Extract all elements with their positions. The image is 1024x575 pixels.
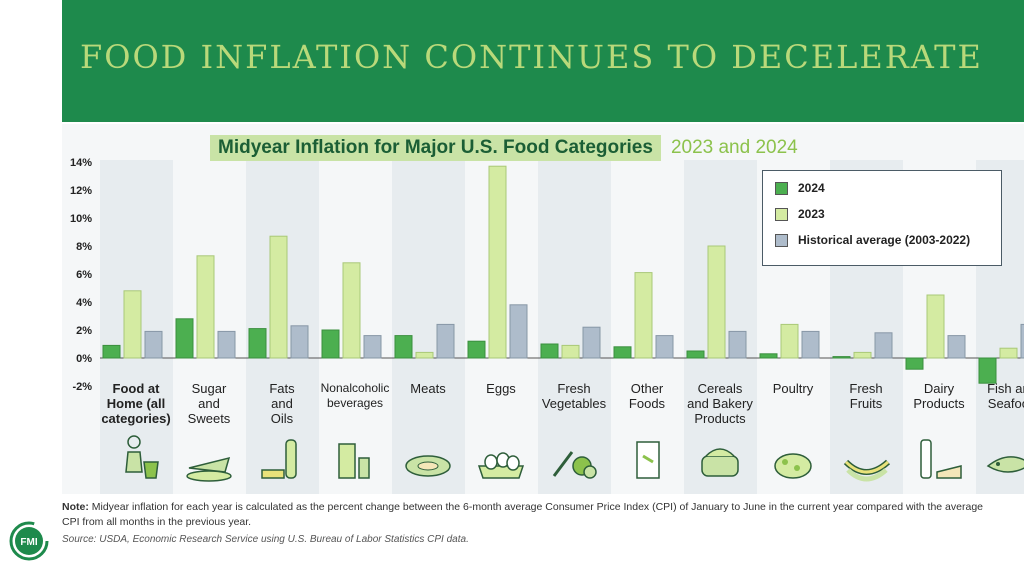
legend-swatch-historical: [775, 233, 788, 247]
bar-2023: [926, 294, 945, 359]
bar-2023: [269, 235, 288, 359]
bar-2024: [175, 318, 194, 359]
category-label: Eggs: [486, 381, 516, 396]
egg-carton-icon: [469, 432, 533, 484]
category-label: Food at Home (all categories): [101, 381, 171, 426]
category-label: Fats and Oils: [269, 381, 295, 426]
category-label: Nonalcoholic beverages: [320, 381, 390, 410]
page-title: FOOD INFLATION CONTINUES TO DECELERATE: [80, 38, 983, 76]
bar-2024: [102, 344, 121, 359]
bar-historical: [655, 335, 674, 359]
bar-2024: [467, 340, 486, 359]
y-tick-label: 4%: [76, 297, 92, 309]
bar-2024: [321, 329, 340, 359]
category-label: Sugar and Sweets: [187, 381, 231, 426]
bar-2023: [561, 344, 580, 359]
bar-historical: [144, 330, 163, 359]
milk-can-drinks-icon: [323, 432, 387, 484]
fish-icon: [980, 432, 1024, 484]
bar-2024: [759, 353, 778, 359]
bar-historical: [363, 335, 382, 359]
bar-2023: [123, 290, 142, 359]
y-tick-label: 14%: [70, 157, 92, 169]
legend-swatch-2023: [775, 207, 788, 221]
y-tick-label: 6%: [76, 269, 92, 281]
bar-2024: [832, 356, 851, 359]
steak-icon: [396, 432, 460, 484]
bar-2023: [342, 262, 361, 359]
bar-2024: [540, 343, 559, 359]
bar-historical: [947, 335, 966, 359]
milk-bottle-cheese-icon: [907, 432, 971, 484]
bar-2023: [999, 347, 1018, 359]
pie-slice-icon: [177, 432, 241, 484]
bar-2024: [905, 357, 924, 370]
bar-2023: [488, 165, 507, 359]
y-tick-label: 0%: [76, 353, 92, 365]
category-label: Dairy Products: [913, 381, 965, 411]
legend-item-2023: 2023: [775, 207, 825, 221]
bar-2023: [780, 323, 799, 359]
bar-historical: [217, 330, 236, 359]
bar-historical: [1020, 323, 1024, 359]
legend-label-historical: Historical average (2003-2022): [798, 233, 971, 247]
bar-2023: [196, 255, 215, 359]
legend-swatch-2024: [775, 181, 788, 195]
y-tick-label: 2%: [76, 325, 92, 337]
cereal-box-icon: [615, 432, 679, 484]
title-banner: [62, 0, 1024, 122]
bar-2023: [707, 245, 726, 359]
bar-2024: [978, 357, 997, 384]
bar-historical: [436, 323, 455, 359]
legend-label-2024: 2024: [798, 181, 825, 195]
category-label: Meats: [410, 381, 446, 396]
bar-historical: [874, 332, 893, 359]
bread-loaf-icon: [688, 432, 752, 484]
logo-text: FMI: [20, 537, 37, 548]
roast-chicken-icon: [761, 432, 825, 484]
chart-subtitle: Midyear Inflation for Major U.S. Food Ca…: [210, 134, 798, 162]
bar-2023: [853, 351, 872, 359]
category-label: Cereals and Bakery Products: [687, 381, 753, 426]
category-label: Fresh Fruits: [849, 381, 883, 411]
chart-legend: 2024 2023 Historical average (2003-2022): [762, 170, 1002, 266]
footer-note-text: Midyear inflation for each year is calcu…: [62, 501, 983, 528]
bar-2023: [634, 272, 653, 359]
footer-note-label: Note:: [62, 501, 89, 513]
category-label: Fresh Vegetables: [541, 381, 607, 411]
bar-2024: [613, 346, 632, 359]
bar-2024: [394, 335, 413, 359]
footer-source: Source: USDA, Economic Research Service …: [62, 534, 469, 545]
category-label: Poultry: [772, 381, 814, 396]
fmi-logo: FMI: [9, 521, 49, 561]
bar-2023: [415, 351, 434, 359]
grocery-shopper-icon: [104, 432, 168, 484]
y-tick-label: 12%: [70, 185, 92, 197]
footer-note: Note: Midyear inflation for each year is…: [62, 500, 1002, 530]
y-tick-label: 8%: [76, 241, 92, 253]
bar-2024: [686, 350, 705, 359]
legend-item-2024: 2024: [775, 181, 825, 195]
bar-2024: [248, 328, 267, 359]
bar-historical: [801, 330, 820, 359]
bar-historical: [290, 325, 309, 359]
legend-label-2023: 2023: [798, 207, 825, 221]
vegetables-icon: [542, 432, 606, 484]
bananas-icon: [834, 432, 898, 484]
y-tick-label: -2%: [72, 381, 92, 393]
category-label: Fish andSeafood: [987, 381, 1024, 411]
category-label: Other Foods: [628, 381, 666, 411]
chart-subtitle-main: Midyear Inflation for Major U.S. Food Ca…: [210, 135, 661, 161]
chart-subtitle-years: 2023 and 2024: [670, 137, 798, 158]
bar-historical: [509, 304, 528, 359]
y-tick-label: 10%: [70, 213, 92, 225]
bar-historical: [582, 326, 601, 359]
bar-historical: [728, 330, 747, 359]
legend-item-historical: Historical average (2003-2022): [775, 233, 970, 247]
oil-bottle-butter-icon: [250, 432, 314, 484]
